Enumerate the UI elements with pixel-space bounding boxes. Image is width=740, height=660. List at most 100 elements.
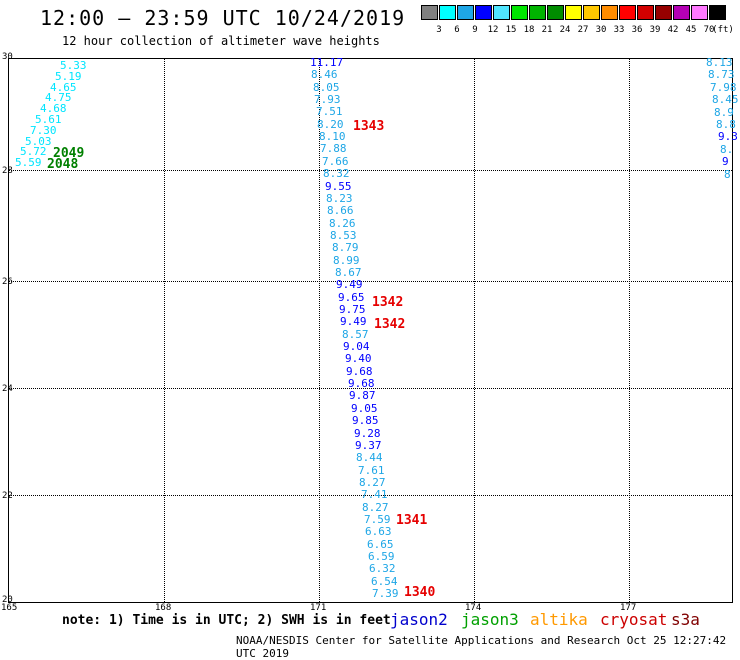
- wave-height-value: 9.65: [338, 290, 365, 304]
- wave-height-value: 8.66: [327, 204, 354, 218]
- color-swatch: [655, 5, 672, 20]
- color-swatch: [439, 5, 456, 20]
- wave-height-value: 6.32: [369, 562, 396, 576]
- credit-line: NOAA/NESDIS Center for Satellite Applica…: [236, 634, 727, 660]
- wave-height-value: 8.53: [330, 228, 357, 242]
- wave-height-value: 7.59: [364, 512, 391, 526]
- longitude-label: 165: [1, 603, 18, 613]
- pass-number-label: 1342: [374, 317, 406, 332]
- latitude-label: 22: [2, 491, 13, 501]
- wave-height-value: 8.67: [335, 265, 362, 279]
- wave-height-value: 4.75: [45, 91, 72, 105]
- color-swatch: [619, 5, 636, 20]
- wave-height-value: 8.45: [712, 93, 739, 107]
- pass-number-label: 1341: [396, 513, 428, 528]
- pass-number-label: 1343: [353, 119, 385, 134]
- wave-height-value: 7.88: [320, 142, 347, 156]
- wave-height-value: 5.59: [15, 156, 42, 170]
- color-swatch: [493, 5, 510, 20]
- color-swatch: [547, 5, 564, 20]
- legend-jason3: jason3: [461, 610, 519, 629]
- wave-height-value: 9.75: [339, 303, 366, 316]
- pass-number-label: 2049: [53, 146, 85, 161]
- wave-height-value: 6.63: [365, 525, 392, 539]
- wave-height-value: 8.05: [313, 80, 340, 94]
- map-plot-area: [8, 58, 733, 603]
- color-scale-unit: (ft): [712, 25, 734, 35]
- pass-number-label: 2048: [47, 157, 79, 172]
- wave-height-value: 7.51: [316, 105, 343, 119]
- wave-height-value: 9.55: [325, 179, 352, 193]
- color-swatch: [565, 5, 582, 20]
- wave-height-value: 4.68: [40, 102, 67, 116]
- wave-height-value: 9.3: [718, 130, 738, 144]
- wave-height-value: 9.68: [348, 377, 375, 391]
- wave-height-value: 8.13: [706, 56, 733, 69]
- color-swatch: [691, 5, 708, 20]
- color-scale-label: 36: [631, 25, 643, 35]
- legend-altika: altika: [530, 610, 588, 629]
- longitude-label: 168: [155, 603, 172, 613]
- wave-height-value: 8: [724, 167, 731, 181]
- legend-s3a: s3a: [671, 610, 700, 629]
- color-scale-label: 45: [685, 25, 697, 35]
- wave-height-value: 5.61: [35, 113, 62, 126]
- wave-height-value: 9.49: [336, 278, 363, 292]
- color-scale-label: 3: [436, 25, 442, 35]
- wave-height-value: 9: [722, 155, 729, 169]
- wave-height-value: 8.8: [716, 118, 736, 131]
- legend-cryosat: cryosat: [600, 610, 668, 629]
- wave-height-value: 9.40: [345, 352, 372, 366]
- wave-height-value: 8.20: [317, 117, 344, 131]
- color-scale-label: 12: [487, 25, 499, 35]
- wave-height-value: 7.30: [30, 123, 57, 137]
- wave-height-value: 9.04: [343, 340, 370, 354]
- wave-height-value: 8.23: [326, 191, 353, 205]
- color-scale-label: 42: [667, 25, 679, 35]
- color-scale-label: 6: [454, 25, 460, 35]
- wave-height-value: 8.27: [359, 475, 386, 489]
- latitude-gridline: [9, 388, 732, 389]
- color-scale-label: 33: [613, 25, 625, 35]
- wave-height-value: 9.49: [340, 315, 367, 329]
- color-scale-label: 24: [559, 25, 571, 35]
- wave-height-value: 9.05: [351, 401, 378, 415]
- color-scale-label: 15: [505, 25, 517, 35]
- pass-number-label: 1340: [404, 585, 436, 600]
- color-swatch: [529, 5, 546, 20]
- map-subtitle: 12 hour collection of altimeter wave hei…: [62, 34, 380, 48]
- wave-height-value: 5.19: [55, 69, 82, 83]
- latitude-label: 30: [2, 52, 13, 62]
- legend-jason2: jason2: [390, 610, 448, 629]
- longitude-label: 171: [310, 603, 327, 613]
- color-swatch: [637, 5, 654, 20]
- latitude-label: 26: [2, 277, 13, 287]
- wave-height-value: 7.41: [361, 488, 388, 502]
- wave-height-value: 8.26: [329, 216, 356, 230]
- latitude-label: 24: [2, 384, 13, 394]
- latitude-gridline: [9, 495, 732, 496]
- footer-note: note: 1) Time is in UTC; 2) SWH is in fe…: [62, 613, 391, 628]
- color-swatch: [583, 5, 600, 20]
- color-swatch: [511, 5, 528, 20]
- latitude-gridline: [9, 170, 732, 171]
- wave-height-value: 9.87: [349, 389, 376, 403]
- color-scale-label: 30: [595, 25, 607, 35]
- wave-height-value: 6.65: [367, 537, 394, 551]
- wave-height-value: 8.73: [708, 68, 735, 82]
- wave-height-value: 5.72: [20, 145, 47, 159]
- wave-height-value: 7.39: [372, 587, 399, 601]
- wave-height-value: 6.59: [368, 550, 395, 563]
- longitude-gridline: [164, 59, 165, 602]
- color-scale-label: 39: [649, 25, 661, 35]
- color-swatch: [709, 5, 726, 20]
- wave-height-value: 7.61: [358, 463, 385, 477]
- wave-height-value: 8.10: [319, 130, 346, 144]
- color-swatch: [673, 5, 690, 20]
- wave-height-value: 5.33: [60, 59, 87, 72]
- latitude-gridline: [9, 281, 732, 282]
- wave-height-value: 8.27: [362, 500, 389, 514]
- wave-height-value: 7.66: [322, 154, 349, 168]
- wave-height-value: 8.44: [356, 451, 383, 465]
- wave-height-value: 11.17: [310, 56, 344, 69]
